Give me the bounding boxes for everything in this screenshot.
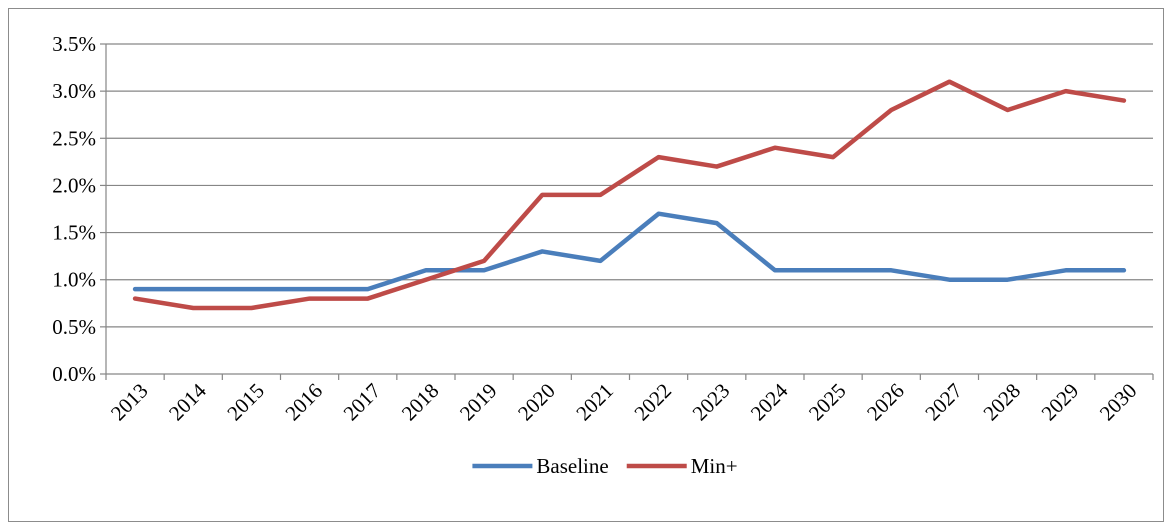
x-tick-label: 2028 bbox=[978, 379, 1025, 426]
x-tick-label: 2019 bbox=[455, 379, 502, 426]
x-tick-label: 2016 bbox=[280, 379, 327, 426]
x-tick-label: 2015 bbox=[222, 379, 269, 426]
x-tick-label: 2018 bbox=[397, 379, 444, 426]
x-tick-label: 2022 bbox=[629, 379, 676, 426]
series-line-min bbox=[132, 79, 1127, 311]
x-axis-tick-labels: 2013 2014 2015 2016 2017 2018 2019 2020 2021 2022… bbox=[106, 378, 1142, 425]
x-tick-label: 2023 bbox=[688, 379, 735, 426]
x-tick-label: 2017 bbox=[339, 379, 386, 426]
x-tick-label: 2021 bbox=[571, 379, 618, 426]
legend: Baseline Min+ bbox=[472, 454, 738, 478]
legend-label: Baseline bbox=[536, 454, 608, 478]
x-tick-label: 2025 bbox=[804, 379, 851, 426]
y-axis-tick-labels: 0.0% 0.5% 1.0% 1.5% 2.0% 2.5% 3.0% 3.5% bbox=[52, 32, 96, 386]
legend-item-baseline: Baseline bbox=[472, 454, 609, 478]
x-tick-label: 2027 bbox=[920, 379, 967, 426]
y-tick-label: 3.5% bbox=[52, 32, 96, 56]
y-tick-label: 2.5% bbox=[52, 126, 96, 150]
y-tick-label: 1.5% bbox=[52, 221, 96, 245]
series-line-baseline bbox=[132, 211, 1127, 292]
y-tick-label: 0.5% bbox=[52, 315, 96, 339]
x-tick-label: 2026 bbox=[862, 379, 909, 426]
series-lines bbox=[132, 79, 1127, 311]
x-tick-label: 2030 bbox=[1095, 379, 1142, 426]
legend-item-min: Min+ bbox=[626, 454, 738, 478]
x-tick-label: 2014 bbox=[164, 378, 211, 425]
y-tick-label: 1.0% bbox=[52, 268, 96, 292]
x-tick-label: 2013 bbox=[106, 379, 153, 426]
y-tick-label: 2.0% bbox=[52, 173, 96, 197]
y-tick-label: 0.0% bbox=[52, 362, 96, 386]
gridlines bbox=[106, 43, 1153, 328]
y-tick-label: 3.0% bbox=[52, 79, 96, 103]
x-tick-label: 2020 bbox=[513, 379, 560, 426]
axes bbox=[100, 43, 1154, 380]
legend-label: Min+ bbox=[691, 454, 738, 478]
x-tick-label: 2024 bbox=[746, 378, 793, 425]
x-tick-label: 2029 bbox=[1037, 379, 1084, 426]
